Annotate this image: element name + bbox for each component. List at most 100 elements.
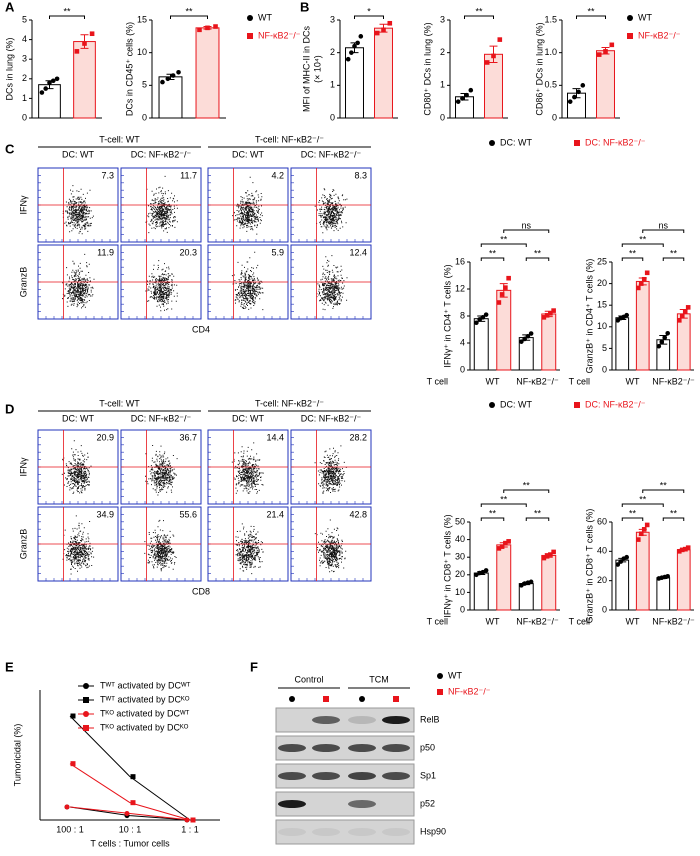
marker bbox=[544, 313, 550, 318]
bracket bbox=[354, 15, 384, 19]
bracket bbox=[642, 229, 685, 233]
dc-label: DC: WT bbox=[232, 149, 264, 159]
x-tick-label: NF-κB2⁻/⁻ bbox=[652, 616, 695, 626]
marker bbox=[544, 554, 550, 559]
marker bbox=[596, 52, 602, 57]
flow-dots bbox=[235, 523, 264, 575]
marker bbox=[50, 78, 56, 84]
y-tick-label: 0 bbox=[602, 364, 607, 374]
marker bbox=[491, 53, 496, 59]
blot-band bbox=[278, 744, 306, 752]
y-tick-label: 12 bbox=[455, 283, 465, 293]
bar bbox=[195, 27, 220, 119]
marker bbox=[525, 333, 531, 339]
x-axis-label: T cell bbox=[427, 376, 448, 386]
marker bbox=[190, 817, 196, 823]
marker bbox=[627, 15, 633, 21]
marker bbox=[499, 292, 505, 297]
marker bbox=[205, 25, 210, 31]
bar bbox=[496, 544, 512, 611]
blot-band bbox=[382, 828, 410, 836]
marker bbox=[83, 697, 89, 703]
marker bbox=[636, 537, 641, 542]
bar-chart: 0 1 2 3 MFI of MHC-II in DCs (× 10⁴) * bbox=[301, 6, 398, 122]
marker bbox=[468, 87, 474, 93]
flow-header: T-cell: NF-κB2⁻/⁻ bbox=[255, 134, 324, 144]
bar-chart: 0 1 2 3 4 5 DCs in lung (%) ** bbox=[4, 6, 102, 122]
y-tick-label: 0 bbox=[440, 112, 445, 122]
marker bbox=[519, 339, 524, 344]
marker bbox=[644, 522, 650, 528]
blot-row-label: Hsp90 bbox=[420, 826, 446, 836]
flow-ticks bbox=[290, 244, 372, 320]
blot-band bbox=[348, 800, 376, 808]
bracket bbox=[525, 257, 550, 261]
marker bbox=[393, 696, 399, 702]
bracket bbox=[464, 15, 494, 19]
bracket bbox=[662, 517, 685, 521]
marker bbox=[289, 696, 295, 702]
bar bbox=[615, 317, 630, 371]
gate bbox=[291, 507, 371, 581]
bar bbox=[656, 577, 671, 611]
bracket bbox=[576, 15, 606, 19]
marker bbox=[358, 34, 364, 39]
marker bbox=[64, 804, 70, 810]
significance: ** bbox=[489, 248, 497, 258]
flow-ticks bbox=[207, 167, 289, 243]
gate-percent: 34.9 bbox=[96, 509, 114, 519]
significance: ** bbox=[639, 494, 647, 504]
bracket bbox=[525, 517, 550, 521]
marker bbox=[636, 285, 641, 291]
flow-header: T-cell: NF-κB2⁻/⁻ bbox=[255, 398, 324, 408]
flow-ticks bbox=[120, 429, 202, 505]
blot-band bbox=[382, 716, 410, 724]
bar bbox=[473, 572, 489, 611]
marker bbox=[659, 339, 665, 345]
y-tick-label: 1 bbox=[440, 80, 445, 90]
x-tick-label: 100 : 1 bbox=[56, 824, 84, 834]
legend-label: DC: NF-κB2⁻/⁻ bbox=[585, 399, 646, 409]
legend-label: DC: WT bbox=[500, 137, 532, 147]
flow-dots bbox=[144, 519, 177, 572]
y-tick-label: 2 bbox=[22, 73, 27, 83]
significance: ** bbox=[587, 6, 595, 16]
gate-percent: 42.8 bbox=[349, 509, 367, 519]
marker bbox=[455, 99, 461, 104]
y-axis-label: DCs in CD45⁺ cells (%) bbox=[124, 22, 134, 116]
marker bbox=[627, 33, 633, 39]
y-tick-label: 20 bbox=[597, 575, 607, 585]
y-axis-label: MFI of MHC-II in DCs bbox=[301, 26, 311, 113]
x-tick-label: NF-κB2⁻/⁻ bbox=[516, 616, 559, 626]
gate-percent: 14.4 bbox=[266, 432, 284, 442]
blot-row-label: RelB bbox=[420, 714, 440, 724]
flow-ticks bbox=[120, 506, 202, 582]
marker bbox=[641, 276, 647, 282]
marker bbox=[574, 140, 580, 146]
y-tick-label: 40 bbox=[597, 546, 607, 556]
y-tick-label: 0 bbox=[460, 604, 465, 614]
legend-label: Tᵂᵀ activated by DCᴷᴼ bbox=[100, 694, 190, 704]
marker bbox=[685, 305, 691, 310]
x-tick-label: NF-κB2⁻/⁻ bbox=[516, 376, 559, 386]
marker bbox=[503, 540, 508, 546]
y-tick-label: 3 bbox=[440, 14, 445, 24]
y-tick-label: 0 bbox=[602, 604, 607, 614]
marker bbox=[656, 343, 662, 349]
marker bbox=[609, 42, 615, 48]
dc-label: DC: WT bbox=[232, 413, 264, 423]
y-tick-label: 20 bbox=[455, 569, 465, 579]
bracket bbox=[503, 229, 550, 233]
gate-percent: 11.7 bbox=[180, 170, 197, 180]
significance: ** bbox=[629, 248, 637, 258]
y-tick-label: 0.5 bbox=[544, 80, 557, 90]
dc-label: DC: NF-κB2⁻/⁻ bbox=[301, 149, 362, 159]
y-axis-label: GranzB⁺ in CD8⁺ T cells (%) bbox=[584, 509, 594, 624]
blot-row-label: p50 bbox=[420, 742, 435, 752]
legend-label: Tᴷᴼ activated by DCᵂᵀ bbox=[100, 708, 190, 718]
bar bbox=[374, 27, 393, 119]
flow-ticks bbox=[120, 244, 202, 320]
y-tick-label: 3 bbox=[330, 14, 335, 24]
dc-label: DC: NF-κB2⁻/⁻ bbox=[301, 413, 362, 423]
